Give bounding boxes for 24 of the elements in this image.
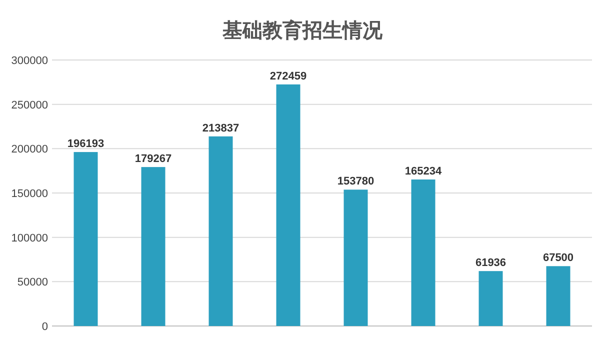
data-label: 196193 — [67, 138, 104, 150]
data-label: 272459 — [270, 70, 307, 82]
y-tick-label: 50000 — [17, 276, 48, 289]
data-label: 153780 — [337, 176, 374, 188]
data-label: 61936 — [475, 257, 506, 270]
data-label: 179267 — [134, 153, 172, 166]
bar — [546, 266, 570, 326]
data-label: 67500 — [542, 252, 574, 264]
bar — [478, 271, 503, 326]
y-tick-label: 0 — [42, 321, 48, 333]
y-tick-label: 100000 — [11, 232, 48, 244]
y-tick-label: 200000 — [11, 144, 48, 156]
bar — [344, 190, 368, 326]
data-label: 213837 — [202, 122, 240, 134]
bar — [276, 84, 300, 326]
y-tick-label: 300000 — [11, 55, 48, 67]
bar — [141, 167, 166, 326]
bar — [411, 179, 436, 326]
y-tick-label: 150000 — [11, 188, 48, 200]
y-tick-label: 250000 — [11, 99, 48, 112]
bar — [74, 152, 98, 326]
data-label: 165234 — [404, 165, 442, 178]
chart-title: 基础教育招生情况 — [222, 19, 384, 42]
bar — [208, 136, 233, 326]
